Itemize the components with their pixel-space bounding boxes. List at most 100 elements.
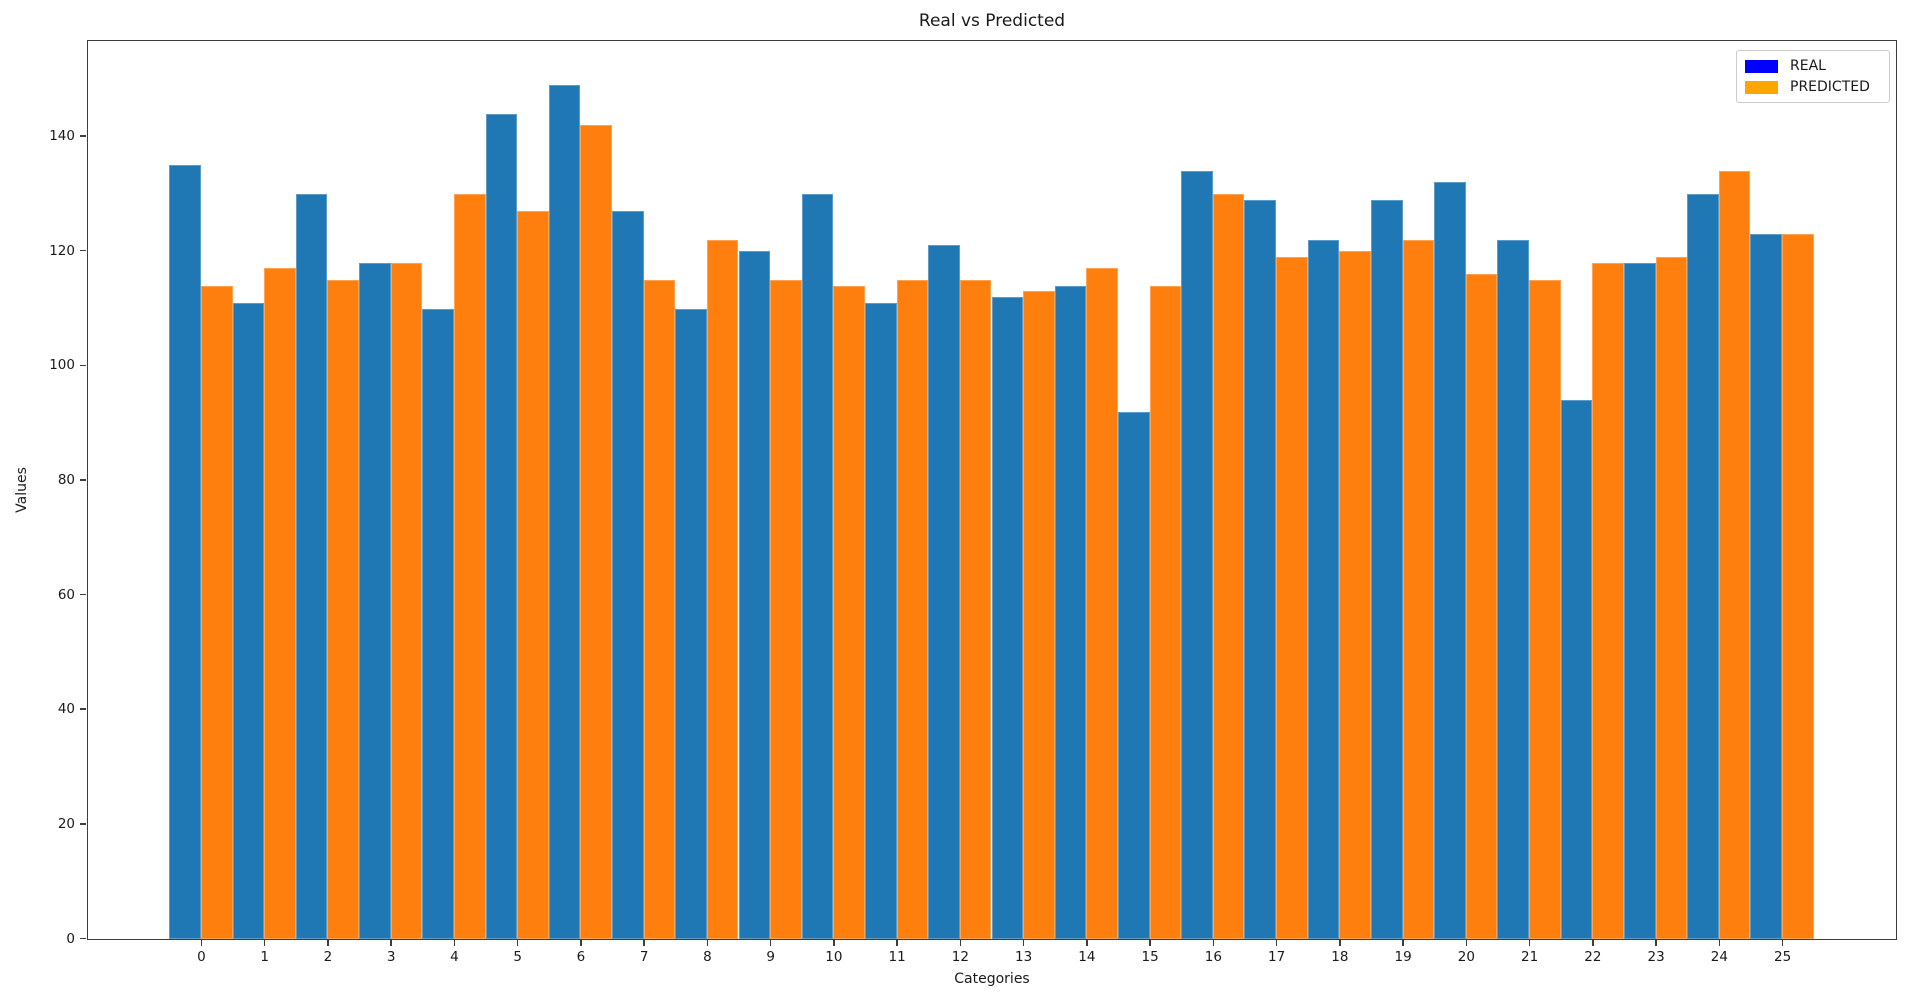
x-tick-mark bbox=[390, 940, 392, 946]
x-tick-mark bbox=[453, 940, 456, 946]
x-tick-label: 15 bbox=[1141, 949, 1159, 965]
bar-real-11 bbox=[865, 302, 897, 939]
x-tick-label: 0 bbox=[197, 949, 206, 965]
x-tick-mark bbox=[769, 940, 772, 946]
bar-real-24 bbox=[1687, 193, 1719, 939]
bar-predicted-11 bbox=[896, 279, 929, 939]
y-tick-label: 140 bbox=[49, 128, 75, 145]
x-tick-mark bbox=[580, 940, 582, 946]
bar-predicted-24 bbox=[1718, 170, 1751, 939]
x-tick-mark bbox=[263, 940, 266, 946]
y-tick-label: 20 bbox=[57, 815, 75, 832]
bar-real-21 bbox=[1497, 239, 1530, 939]
x-tick-label: 5 bbox=[513, 949, 522, 965]
legend-swatch-real bbox=[1745, 59, 1778, 73]
x-tick-label: 16 bbox=[1204, 949, 1222, 965]
bar-real-13 bbox=[991, 297, 1024, 939]
y-tick-mark bbox=[80, 364, 86, 367]
x-tick-label: 11 bbox=[888, 949, 906, 965]
x-tick-label: 3 bbox=[386, 949, 396, 965]
x-tick-mark bbox=[1465, 940, 1468, 946]
bar-predicted-23 bbox=[1655, 256, 1688, 939]
x-tick-label: 21 bbox=[1521, 949, 1539, 965]
x-tick-mark bbox=[1212, 940, 1215, 946]
bar-predicted-25 bbox=[1782, 234, 1814, 939]
bar-predicted-17 bbox=[1276, 256, 1308, 939]
x-tick-mark bbox=[327, 940, 329, 946]
legend-item-predicted: PREDICTED bbox=[1745, 79, 1879, 95]
bar-real-5 bbox=[485, 113, 518, 939]
x-tick-mark bbox=[1592, 940, 1594, 946]
x-tick-mark bbox=[200, 940, 203, 946]
x-tick-label: 13 bbox=[1015, 949, 1033, 965]
y-tick-mark bbox=[80, 249, 86, 252]
x-tick-label: 23 bbox=[1647, 949, 1665, 965]
bar-predicted-9 bbox=[770, 279, 802, 939]
bar-predicted-5 bbox=[517, 211, 549, 939]
bar-real-23 bbox=[1623, 262, 1656, 939]
x-tick-mark bbox=[1022, 940, 1025, 946]
x-tick-label: 14 bbox=[1078, 949, 1096, 965]
x-tick-label: 9 bbox=[766, 949, 775, 965]
x-tick-mark bbox=[706, 940, 709, 946]
x-tick-label: 1 bbox=[260, 949, 269, 965]
legend-item-real: REAL bbox=[1745, 58, 1879, 74]
x-tick-label: 8 bbox=[703, 949, 712, 965]
bar-real-3 bbox=[359, 262, 391, 939]
chart-title: Real vs Predicted bbox=[918, 11, 1066, 31]
bar-real-16 bbox=[1181, 170, 1213, 939]
bar-predicted-16 bbox=[1212, 193, 1245, 939]
x-tick-label: 18 bbox=[1331, 949, 1349, 965]
x-tick-label: 4 bbox=[450, 949, 459, 965]
bar-real-25 bbox=[1750, 234, 1783, 939]
x-tick-mark bbox=[896, 940, 898, 946]
x-tick-mark bbox=[1339, 940, 1341, 946]
x-tick-mark bbox=[1655, 940, 1657, 946]
bar-real-12 bbox=[928, 245, 960, 939]
bar-predicted-20 bbox=[1465, 274, 1498, 939]
x-tick-label: 24 bbox=[1710, 949, 1728, 965]
bar-predicted-2 bbox=[327, 279, 359, 939]
bar-predicted-10 bbox=[833, 285, 865, 939]
y-tick-label: 100 bbox=[49, 357, 75, 374]
bar-predicted-14 bbox=[1086, 268, 1118, 939]
bar-predicted-15 bbox=[1149, 285, 1182, 939]
y-tick-label: 60 bbox=[57, 586, 75, 603]
bar-real-19 bbox=[1370, 199, 1403, 939]
y-tick-mark bbox=[80, 135, 86, 137]
x-tick-mark bbox=[1149, 940, 1151, 946]
bar-real-22 bbox=[1560, 400, 1593, 939]
bar-real-9 bbox=[738, 251, 771, 939]
x-tick-mark bbox=[959, 940, 962, 946]
x-tick-mark bbox=[1275, 940, 1278, 946]
bar-predicted-1 bbox=[264, 268, 296, 939]
bar-predicted-8 bbox=[706, 239, 739, 939]
x-tick-label: 10 bbox=[825, 949, 843, 965]
x-tick-mark bbox=[643, 940, 645, 946]
y-tick-label: 80 bbox=[57, 471, 75, 488]
bar-real-8 bbox=[675, 308, 707, 939]
bar-predicted-12 bbox=[959, 279, 992, 939]
x-tick-label: 25 bbox=[1774, 949, 1792, 965]
x-tick-label: 7 bbox=[639, 949, 649, 965]
bar-real-0 bbox=[169, 165, 201, 939]
y-tick-mark bbox=[80, 937, 86, 940]
x-tick-label: 17 bbox=[1268, 949, 1286, 965]
bar-real-18 bbox=[1307, 239, 1340, 939]
y-tick-mark bbox=[80, 479, 86, 481]
y-tick-label: 120 bbox=[49, 242, 75, 259]
x-tick-mark bbox=[516, 940, 519, 946]
x-tick-label: 2 bbox=[323, 949, 333, 965]
x-tick-label: 20 bbox=[1457, 949, 1475, 965]
plot-area bbox=[87, 40, 1897, 940]
y-tick-label: 0 bbox=[66, 930, 75, 947]
bar-predicted-7 bbox=[643, 279, 676, 939]
x-axis-label: Categories bbox=[954, 971, 1030, 987]
y-tick-mark bbox=[80, 708, 86, 710]
bar-real-10 bbox=[801, 193, 834, 939]
bar-predicted-19 bbox=[1402, 239, 1435, 939]
bar-predicted-4 bbox=[453, 193, 486, 939]
x-tick-mark bbox=[1086, 940, 1088, 946]
y-tick-label: 40 bbox=[57, 701, 75, 718]
